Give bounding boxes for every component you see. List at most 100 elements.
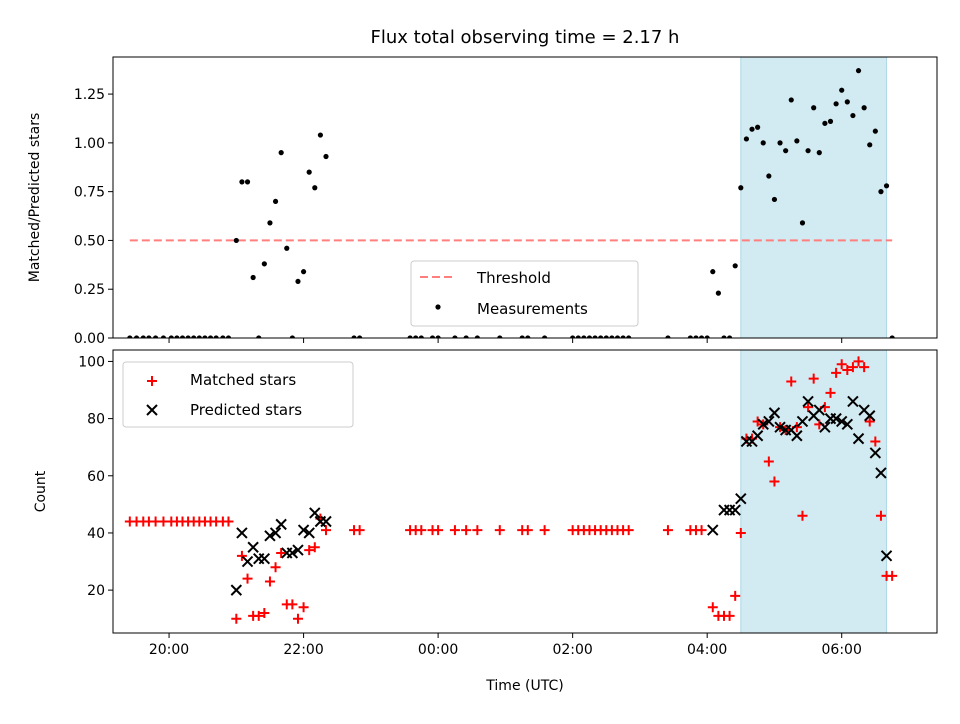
measurement-point: [811, 105, 817, 111]
predicted-point: [763, 415, 775, 428]
measurement-point: [833, 101, 839, 107]
measurement-point: [250, 274, 256, 281]
matched-point: [354, 525, 365, 536]
measurement-point: [133, 335, 140, 338]
measurement-point: [788, 97, 794, 103]
matched-point: [842, 365, 853, 376]
measurement-point: [207, 335, 214, 338]
legend: Matched stars Predicted stars: [122, 361, 354, 428]
measurement-point: [889, 335, 895, 338]
data-layer: [127, 68, 895, 338]
measurement-point: [822, 120, 828, 126]
x-tick-label: 06:00: [822, 642, 862, 658]
measurement-point: [827, 118, 834, 124]
measurement-point: [749, 126, 755, 132]
measurement-point: [474, 335, 480, 338]
measurement-point: [160, 335, 167, 338]
y-tick-label: 0.50: [74, 233, 105, 249]
matched-point: [735, 527, 746, 538]
predicted-point: [275, 518, 287, 531]
predicted-point: [819, 421, 831, 433]
measurement-point: [256, 335, 262, 338]
measurement-point: [581, 335, 587, 338]
matched-point: [433, 525, 444, 536]
y-tick-label: 1.00: [74, 136, 105, 152]
matched-point: [763, 456, 774, 467]
measurement-point: [738, 185, 744, 191]
matched-point: [242, 573, 253, 584]
matched-point: [292, 613, 303, 624]
predicted-point: [841, 418, 854, 431]
y-tick-label: 20: [87, 583, 105, 599]
matched-point: [449, 525, 460, 536]
measurement-point: [586, 335, 593, 338]
matched-point: [696, 525, 707, 536]
count-panel: 20 40 60 80 100 20:00 22:00 00:00 02:00 04:00 06:0…: [33, 349, 938, 658]
x-tick-label: 22:00: [283, 642, 323, 658]
measurement-point: [872, 128, 878, 134]
predicted-point: [869, 447, 882, 459]
measurement-point: [233, 237, 239, 244]
measurement-point: [883, 183, 890, 189]
measurement-point: [497, 335, 503, 338]
highlight-span: [740, 56, 888, 339]
measurement-point: [220, 335, 226, 338]
measurement-point: [196, 335, 202, 338]
matched-point: [847, 362, 858, 373]
measurement-point: [698, 335, 705, 338]
matched-point: [875, 510, 886, 521]
predicted-point: [292, 544, 304, 556]
matched-point: [287, 599, 298, 610]
matched-point: [836, 359, 847, 370]
predicted-point: [835, 415, 848, 428]
measurement-point: [127, 335, 133, 338]
measurement-point: [272, 198, 279, 205]
measurement-point: [766, 173, 772, 179]
measurement-point: [783, 148, 789, 154]
matched-point: [859, 362, 870, 373]
measurement-point: [777, 140, 783, 146]
predicted-point: [830, 412, 842, 425]
measurement-point: [614, 335, 621, 338]
y-axis-label: Count: [33, 470, 49, 512]
predicted-point: [751, 430, 764, 442]
matched-point: [803, 402, 814, 413]
predicted-point: [875, 467, 887, 479]
matched-point: [236, 550, 247, 561]
measurement-point: [300, 269, 307, 275]
matched-point: [223, 516, 234, 527]
matched-point: [724, 610, 735, 621]
y-tick-label: 40: [87, 526, 105, 542]
measurement-point: [794, 138, 800, 144]
measurement-point: [267, 220, 273, 226]
x-tick-label: 02:00: [552, 642, 592, 658]
measurement-point: [278, 150, 284, 156]
measurement-point: [603, 335, 609, 338]
matched-point: [298, 602, 309, 613]
measurement-point: [289, 335, 295, 338]
matched-point: [825, 387, 836, 398]
data-layer: [124, 356, 898, 624]
measurement-point: [805, 148, 811, 154]
matched-point: [522, 525, 533, 536]
predicted-point: [264, 530, 276, 542]
measurement-point: [620, 335, 626, 338]
measurement-point: [592, 335, 598, 338]
legend-matched-swatch: [147, 376, 157, 386]
legend-predicted-label: Predicted stars: [190, 401, 302, 419]
measurement-point: [463, 335, 469, 338]
measurement-point: [312, 185, 318, 191]
legend-predicted-swatch: [146, 404, 158, 416]
matched-point: [416, 525, 427, 536]
measurement-point: [609, 335, 615, 338]
measurement-point: [665, 335, 671, 338]
plot-frame: [112, 349, 938, 634]
measurement-point: [153, 335, 159, 338]
predicted-point: [241, 555, 254, 568]
y-tick-label: 80: [87, 412, 105, 428]
measurement-point: [878, 189, 884, 195]
predicted-point: [757, 418, 769, 431]
measurement-point: [839, 87, 845, 93]
matched-point: [539, 525, 550, 536]
matched-point: [808, 373, 819, 384]
